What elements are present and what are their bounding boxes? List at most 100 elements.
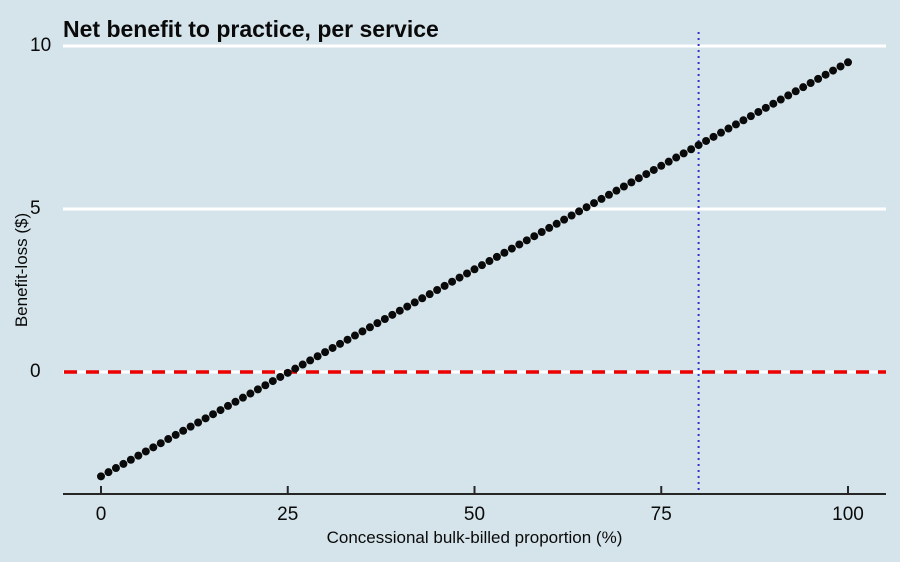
data-point [373,319,382,328]
data-point [201,414,210,423]
data-point [126,455,135,464]
data-point [365,323,374,332]
data-point [388,310,397,319]
data-point [552,219,561,228]
data-point [545,223,554,232]
data-point [104,468,113,477]
data-point [179,426,188,435]
data-point [238,393,247,402]
data-point [276,372,285,381]
data-point [724,124,733,133]
x-axis-title: Concessional bulk-billed proportion (%) [326,528,623,547]
data-point [313,352,322,361]
data-point [814,74,823,83]
data-point [761,103,770,112]
data-point [223,401,232,410]
data-point [492,252,501,261]
data-point [784,91,793,100]
data-point [776,95,785,104]
data-point [477,261,486,270]
data-point [836,62,845,71]
data-point [194,418,203,427]
y-tick-label-10: 10 [30,35,52,56]
x-tick-label-25: 25 [277,504,299,525]
x-tick-label-0: 0 [95,504,107,525]
data-point [642,170,651,179]
data-point [186,422,195,431]
x-tick-label-50: 50 [463,504,486,525]
data-point [246,389,255,398]
data-point [97,472,105,481]
data-point [209,410,218,419]
data-point [410,298,419,307]
data-point [657,161,666,170]
data-point [440,281,449,290]
data-point [612,186,621,195]
data-point [463,269,472,278]
data-point [679,149,688,158]
data-point [425,290,434,299]
data-point [380,314,389,323]
data-point [231,397,240,406]
data-point [216,406,225,415]
data-point [111,464,120,473]
data-point [395,306,404,315]
data-point [321,348,330,357]
data-point [418,294,427,303]
data-point [261,381,270,390]
x-tick-label-100: 100 [832,504,864,525]
data-point [306,356,315,365]
data-point [119,459,128,468]
data-point [717,128,726,137]
chart-title: Net benefit to practice, per service [63,16,439,42]
data-point [171,430,180,439]
data-point [694,141,703,150]
data-point [328,343,337,352]
data-point [702,136,711,145]
data-point [731,120,740,129]
data-point [343,335,352,344]
data-point [739,116,748,125]
data-point [298,360,307,369]
data-point [567,211,576,220]
data-point [485,257,494,266]
data-point [582,203,591,212]
data-point [291,364,300,373]
data-point [754,107,763,116]
data-point [515,240,524,249]
data-point [829,66,838,75]
y-tick-label-0: 0 [30,361,41,382]
data-point [336,339,345,348]
data-point [403,302,412,311]
data-point [283,368,292,377]
data-point [799,83,808,92]
data-point [149,443,158,452]
data-point [560,215,569,224]
data-point [604,190,613,199]
data-point [164,435,173,444]
data-point [664,157,673,166]
data-point [455,273,464,282]
x-tick-label-75: 75 [650,504,672,525]
data-point [687,145,696,154]
data-point [141,447,150,456]
data-point [649,165,658,174]
data-point [634,174,643,183]
data-point [470,265,479,274]
data-point [507,244,516,253]
data-point [350,331,359,340]
data-point [590,199,599,208]
data-point [522,236,531,245]
data-point [709,132,718,141]
data-point [844,58,852,67]
data-point [769,99,778,108]
data-point [791,87,800,96]
data-point [358,327,367,336]
data-point [619,182,628,191]
data-point [597,194,606,203]
data-point [627,178,636,187]
data-point [575,207,584,216]
data-point [821,70,830,79]
